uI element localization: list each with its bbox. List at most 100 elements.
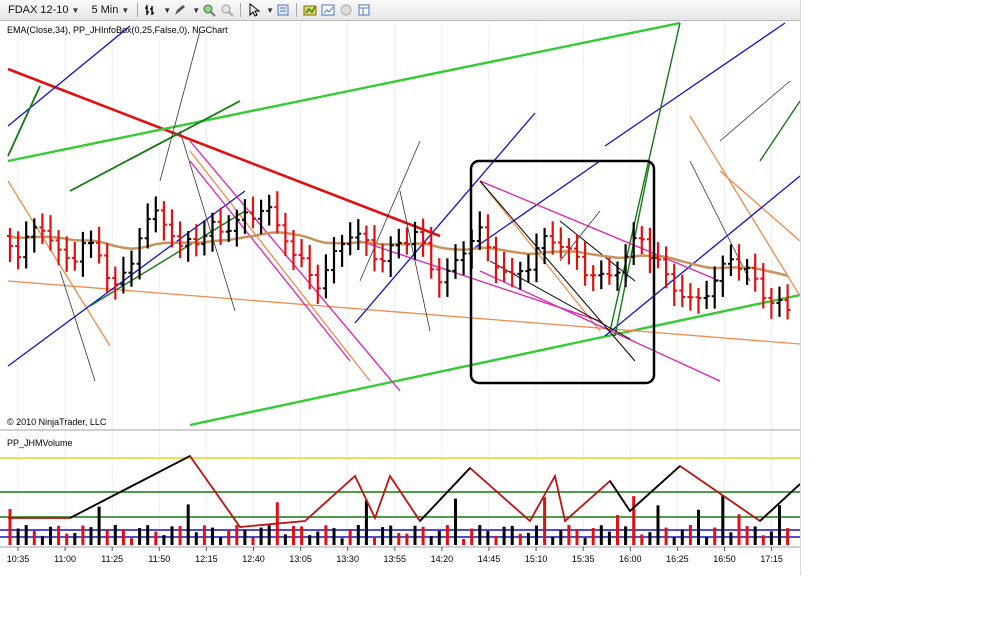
instrument-selector[interactable]: FDAX 12-10 ▼ bbox=[4, 2, 83, 18]
lock-icon[interactable] bbox=[338, 2, 354, 18]
volume-bar bbox=[332, 528, 336, 545]
volume-bar bbox=[656, 505, 660, 545]
indicator-label: EMA(Close,34), PP_JHInfoBox(0,25,False,0… bbox=[7, 25, 228, 35]
trend-line bbox=[719, 80, 791, 142]
trend-line bbox=[354, 112, 536, 324]
volume-bar bbox=[243, 529, 247, 545]
volume-bar bbox=[624, 526, 628, 545]
time-label: 12:40 bbox=[242, 554, 265, 564]
volume-bar bbox=[89, 527, 93, 545]
interval-selector[interactable]: 5 Min ▼ bbox=[87, 2, 133, 18]
time-label: 11:50 bbox=[148, 554, 170, 564]
trend-line bbox=[359, 240, 601, 322]
volume-bar bbox=[526, 532, 530, 545]
volume-bar bbox=[688, 525, 692, 545]
zoom-in-icon[interactable] bbox=[201, 2, 217, 18]
volume-panel[interactable]: PP_JHMVolume bbox=[0, 438, 800, 545]
volume-bar bbox=[32, 530, 36, 545]
volume-bar bbox=[186, 504, 190, 545]
volume-bar bbox=[397, 532, 401, 545]
volume-bars bbox=[8, 495, 790, 545]
volume-bar bbox=[40, 535, 44, 545]
volume-levels bbox=[0, 457, 800, 538]
chevron-down-icon[interactable]: ▼ bbox=[266, 5, 275, 15]
volume-bar bbox=[616, 515, 619, 545]
trend-line bbox=[604, 175, 800, 337]
volume-bar bbox=[16, 528, 20, 545]
volume-bar bbox=[300, 526, 304, 545]
chevron-down-icon[interactable]: ▼ bbox=[163, 5, 172, 15]
cursor-icon[interactable] bbox=[246, 2, 262, 18]
volume-bar bbox=[697, 509, 700, 545]
chart-toolbar: FDAX 12-10 ▼ 5 Min ▼ ▼ ▼ ▼ bbox=[0, 0, 800, 21]
volume-bar bbox=[502, 526, 506, 545]
bar-style-icon[interactable] bbox=[143, 2, 159, 18]
properties-icon[interactable] bbox=[275, 2, 291, 18]
volume-bar bbox=[97, 506, 101, 545]
volume-bar bbox=[283, 534, 287, 545]
chart-trader-icon[interactable] bbox=[320, 2, 336, 18]
volume-bar bbox=[721, 495, 725, 545]
time-label: 12:15 bbox=[195, 554, 218, 564]
volume-bar bbox=[445, 525, 449, 545]
price-panel[interactable]: EMA(Close,34), PP_JHInfoBox(0,25,False,0… bbox=[0, 21, 800, 547]
volume-bar bbox=[202, 525, 206, 545]
volume-bar bbox=[105, 530, 109, 545]
volume-bar bbox=[510, 525, 514, 545]
volume-zigzag-up bbox=[69, 455, 191, 519]
time-label: 13:55 bbox=[384, 554, 407, 564]
trend-line bbox=[479, 180, 601, 332]
time-label: 16:50 bbox=[713, 554, 736, 564]
trend-line bbox=[189, 140, 401, 392]
volume-bar bbox=[138, 528, 142, 545]
volume-bar bbox=[591, 527, 595, 545]
chart-area[interactable]: EMA(Close,34), PP_JHInfoBox(0,25,False,0… bbox=[0, 21, 800, 575]
time-label: 13:30 bbox=[336, 554, 359, 564]
time-label: 17:15 bbox=[760, 554, 783, 564]
volume-bar bbox=[551, 536, 555, 545]
trend-line bbox=[469, 160, 601, 252]
volume-bar bbox=[146, 525, 150, 545]
trend-line bbox=[159, 30, 201, 182]
trend-line bbox=[59, 270, 96, 382]
chevron-down-icon[interactable]: ▼ bbox=[192, 5, 201, 15]
volume-bar bbox=[235, 525, 239, 545]
volume-bar bbox=[113, 525, 117, 545]
volume-bar bbox=[348, 529, 352, 545]
time-label: 14:20 bbox=[431, 554, 454, 564]
volume-bar bbox=[632, 496, 636, 545]
volume-bar bbox=[178, 526, 182, 545]
trend-lines bbox=[7, 21, 800, 427]
volume-bar bbox=[73, 532, 77, 545]
trend-line bbox=[179, 130, 236, 312]
time-label: 16:00 bbox=[619, 554, 642, 564]
volume-bar bbox=[599, 525, 603, 545]
toolbar-divider bbox=[240, 3, 242, 17]
volume-bar bbox=[486, 530, 490, 545]
trend-line bbox=[7, 280, 800, 345]
volume-bar bbox=[753, 526, 757, 545]
volume-bar bbox=[769, 531, 773, 545]
volume-bar bbox=[154, 531, 158, 545]
time-label: 10:35 bbox=[7, 554, 30, 564]
draw-pencil-icon[interactable] bbox=[172, 2, 188, 18]
data-box-icon[interactable] bbox=[356, 2, 372, 18]
volume-bar bbox=[705, 537, 709, 545]
price-bars bbox=[7, 191, 791, 320]
trend-line bbox=[559, 220, 636, 282]
volume-bar bbox=[470, 528, 474, 545]
instrument-label: FDAX 12-10 bbox=[8, 4, 69, 16]
volume-bar bbox=[713, 527, 717, 545]
volume-bar bbox=[373, 536, 376, 545]
volume-bar bbox=[24, 525, 28, 545]
volume-bar bbox=[761, 535, 765, 545]
trend-line bbox=[189, 293, 800, 427]
volume-bar bbox=[324, 525, 328, 545]
trend-line bbox=[479, 180, 636, 362]
volume-bar bbox=[567, 525, 571, 545]
volume-bar bbox=[251, 537, 255, 545]
volume-bar bbox=[259, 527, 263, 545]
strategy-icon[interactable] bbox=[302, 2, 318, 18]
zoom-out-icon[interactable] bbox=[219, 2, 235, 18]
trend-line bbox=[689, 115, 800, 297]
